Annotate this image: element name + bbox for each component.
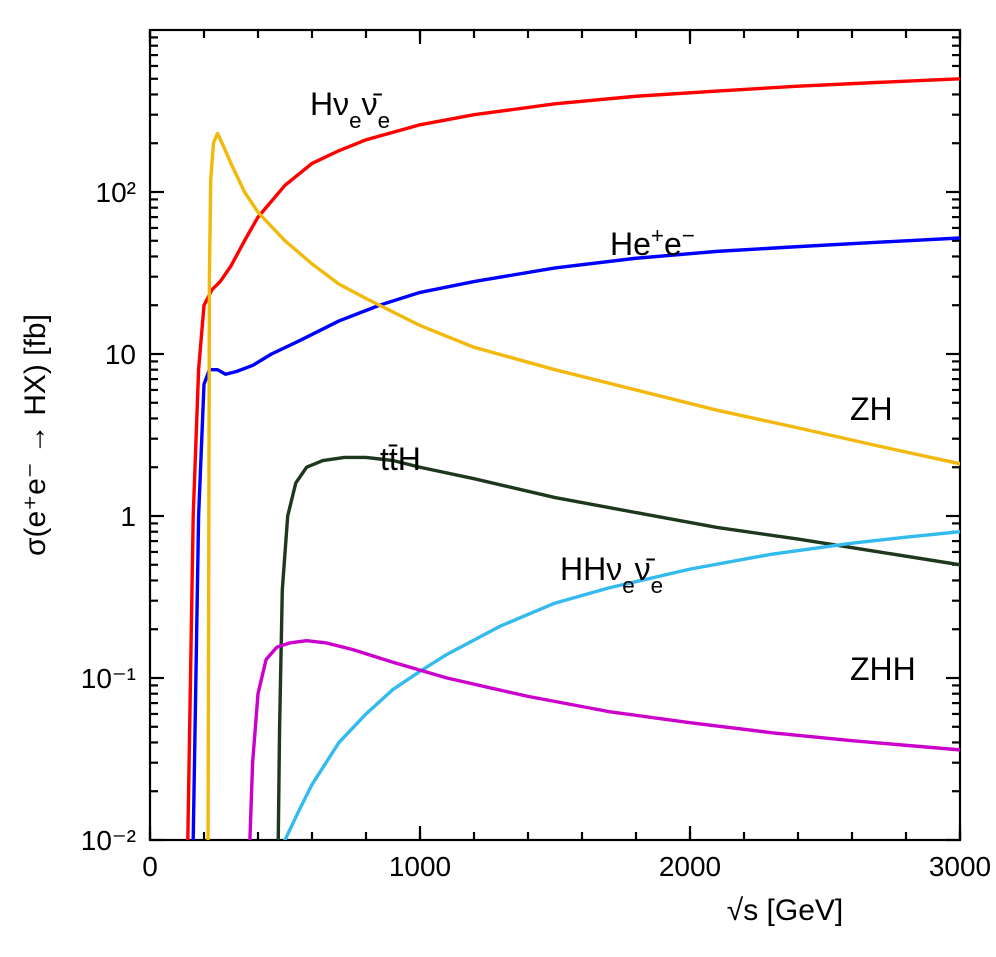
lbl-tth: tt̄H xyxy=(380,441,421,477)
svg-text:10⁻¹: 10⁻¹ xyxy=(81,663,136,694)
svg-text:10: 10 xyxy=(105,339,136,370)
svg-text:1000: 1000 xyxy=(389,851,451,882)
svg-text:2000: 2000 xyxy=(659,851,721,882)
svg-text:tt̄H: tt̄H xyxy=(380,441,421,477)
svg-text:10²: 10² xyxy=(96,177,136,208)
svg-text:0: 0 xyxy=(142,851,158,882)
cross-section-chart: 0 1000 2000 3000 √s [GeV] 10⁻² 10⁻¹ 1 10 10² σ(e⁺e… xyxy=(0,0,996,957)
svg-text:10⁻²: 10⁻² xyxy=(81,825,136,856)
svg-text:ZHH: ZHH xyxy=(850,651,916,687)
svg-text:1: 1 xyxy=(120,501,136,532)
svg-text:ZH: ZH xyxy=(850,391,893,427)
lbl-zhh: ZHH xyxy=(850,651,916,687)
svg-text:√s [GeV]: √s [GeV] xyxy=(727,894,844,927)
chart-svg: 0 1000 2000 3000 √s [GeV] 10⁻² 10⁻¹ 1 10 10² σ(e⁺e… xyxy=(0,0,996,957)
lbl-zh: ZH xyxy=(850,391,893,427)
svg-text:3000: 3000 xyxy=(929,851,991,882)
svg-text:σ(e⁺e⁻ → HX) [fb]: σ(e⁺e⁻ → HX) [fb] xyxy=(19,314,52,556)
